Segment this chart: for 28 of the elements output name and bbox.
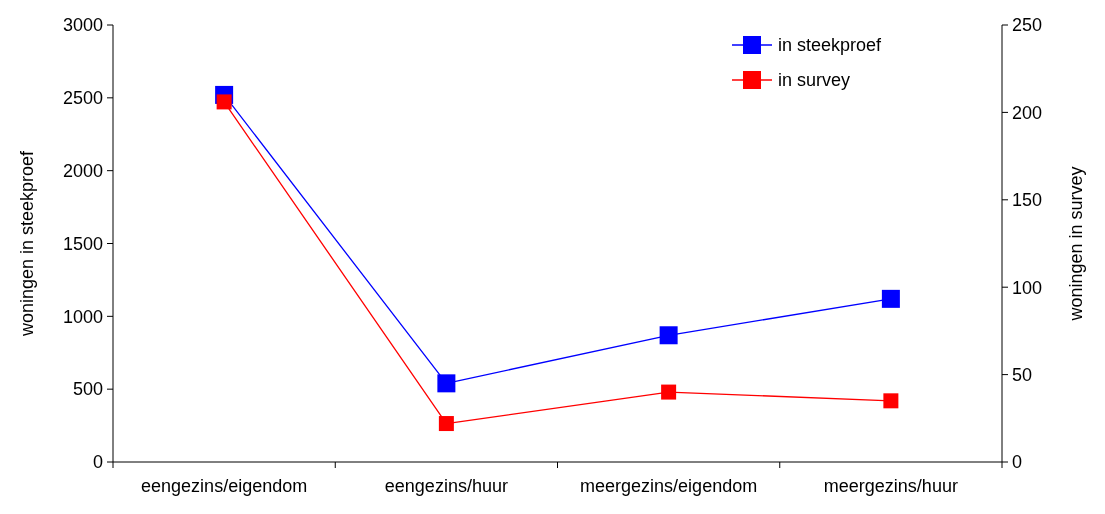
y2-tick-label: 50 xyxy=(1012,364,1033,385)
y-tick-label: 500 xyxy=(72,379,103,400)
legend-label: in survey xyxy=(778,70,851,91)
x-tick-label: eengezins/huur xyxy=(384,476,508,496)
y-tick-label: 1500 xyxy=(62,233,103,254)
y-tick-label: 0 xyxy=(92,452,103,473)
point xyxy=(883,393,899,409)
point xyxy=(216,94,232,110)
point xyxy=(881,289,900,308)
point xyxy=(438,416,454,432)
x-tick-label: meergezins/huur xyxy=(823,476,958,496)
y2-axis-title: woningen in survey xyxy=(1066,166,1086,322)
y2-tick-label: 0 xyxy=(1012,452,1023,473)
y2-tick-label: 250 xyxy=(1012,15,1043,36)
point xyxy=(659,326,678,345)
y-tick-label: 3000 xyxy=(62,15,103,36)
point xyxy=(661,384,677,400)
point xyxy=(437,374,456,393)
y-tick-label: 2000 xyxy=(62,160,103,181)
legend-label: in steekproef xyxy=(778,35,883,56)
y-axis-title: woningen in steekproef xyxy=(17,149,37,338)
y2-tick-label: 100 xyxy=(1012,277,1043,298)
x-tick-label: meergezins/eigendom xyxy=(580,476,758,496)
y2-tick-label: 150 xyxy=(1012,190,1043,211)
y2-tick-label: 200 xyxy=(1012,102,1043,123)
y-tick-label: 1000 xyxy=(62,306,103,327)
y-tick-label: 2500 xyxy=(62,88,103,109)
x-tick-label: eengezins/eigendom xyxy=(141,476,308,496)
